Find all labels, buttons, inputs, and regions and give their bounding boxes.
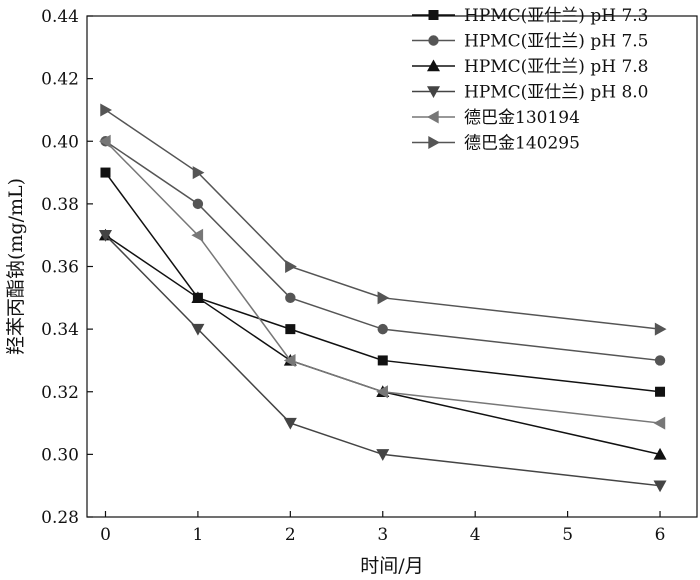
legend: HPMC(亚仕兰) pH 7.3 HPMC(亚仕兰) pH 7.5 HPMC(亚仕兰…: [412, 6, 649, 154]
data-point: [191, 291, 205, 304]
data-point: [376, 449, 390, 461]
legend-entry-6: 德巴金140295: [412, 134, 580, 154]
x-axis-label: 时间/月: [360, 555, 423, 577]
legend-entry-1: HPMC(亚仕兰) pH 7.3: [412, 6, 649, 26]
y-axis-label: 羟苯丙酯钠(mg/mL): [5, 178, 27, 355]
series-layer: [98, 103, 667, 493]
data-point: [283, 417, 297, 430]
y-tick-label: 0.40: [41, 132, 79, 152]
legend-label: HPMC(亚仕兰) pH 7.5: [464, 32, 649, 52]
data-point: [377, 291, 390, 305]
data-point: [285, 260, 297, 273]
data-point: [653, 480, 667, 493]
data-point: [285, 324, 296, 335]
series-4: [98, 229, 667, 493]
x-tick-label: 5: [562, 525, 573, 545]
series-line: [104, 140, 661, 424]
x-tick-label: 2: [285, 525, 296, 545]
data-point: [100, 103, 112, 117]
data-point: [655, 386, 666, 397]
data-point: [192, 166, 205, 180]
x-axis-ticks: 0 1 2 3 4 5 6: [100, 511, 665, 545]
data-point: [653, 447, 667, 460]
x-tick-label: 0: [100, 525, 111, 545]
data-point: [377, 323, 388, 335]
y-tick-label: 0.36: [41, 258, 79, 278]
legend-entry-5: 德巴金130194: [412, 108, 580, 128]
x-tick-label: 4: [470, 525, 481, 545]
data-point: [191, 323, 205, 336]
data-point: [192, 198, 204, 210]
legend-label: 德巴金140295: [464, 134, 580, 154]
series-2: [100, 136, 666, 366]
data-point: [191, 228, 204, 242]
legend-entry-2: HPMC(亚仕兰) pH 7.5: [412, 32, 649, 52]
series-5: [98, 134, 666, 430]
y-tick-label: 0.38: [41, 195, 79, 215]
legend-marker: [428, 35, 439, 46]
data-point: [654, 322, 667, 336]
legend-label: HPMC(亚仕兰) pH 7.3: [464, 6, 649, 26]
data-point: [653, 416, 666, 430]
y-tick-label: 0.34: [41, 320, 79, 340]
x-tick-label: 3: [377, 525, 388, 545]
data-point: [376, 385, 388, 399]
series-line: [105, 234, 661, 456]
legend-entry-3: HPMC(亚仕兰) pH 7.8: [412, 57, 649, 77]
data-point: [283, 353, 296, 367]
legend-marker: [428, 136, 440, 149]
legend-marker: [427, 86, 440, 98]
legend-marker: [427, 110, 439, 124]
y-tick-label: 0.28: [41, 508, 79, 528]
legend-label: 德巴金130194: [464, 108, 580, 128]
data-point: [654, 355, 666, 366]
legend-label: HPMC(亚仕兰) pH 7.8: [464, 57, 649, 77]
legend-marker: [428, 10, 439, 20]
y-axis-ticks: 0.28 0.30 0.32 0.34 0.36 0.38 0.40 0.42 0.44: [41, 7, 93, 528]
y-tick-label: 0.42: [41, 70, 79, 90]
legend-entry-4: HPMC(亚仕兰) pH 8.0: [412, 83, 649, 103]
x-tick-label: 1: [192, 525, 203, 545]
data-point: [98, 134, 111, 148]
data-point: [285, 292, 296, 304]
y-tick-label: 0.44: [41, 7, 79, 27]
series-6: [100, 103, 667, 336]
series-1: [100, 167, 666, 397]
series-3: [98, 228, 667, 460]
y-tick-label: 0.32: [41, 383, 79, 403]
data-point: [377, 355, 388, 366]
x-tick-label: 6: [655, 525, 666, 545]
y-tick-label: 0.30: [41, 445, 79, 465]
data-point: [100, 167, 111, 178]
legend-marker: [427, 59, 440, 72]
legend-label: HPMC(亚仕兰) pH 8.0: [464, 83, 649, 103]
data-point: [98, 229, 112, 242]
